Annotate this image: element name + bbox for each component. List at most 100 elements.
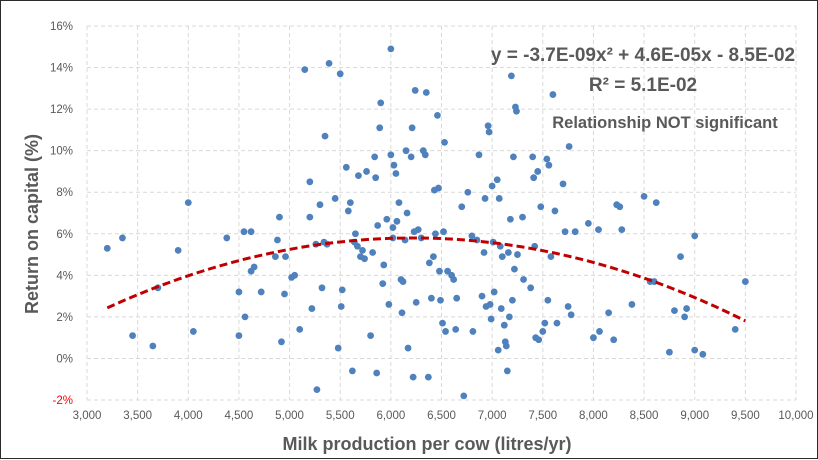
- data-point: [271, 253, 279, 261]
- data-point: [458, 203, 466, 211]
- data-point: [346, 199, 354, 207]
- data-point: [500, 321, 508, 329]
- data-point: [402, 147, 410, 155]
- data-point: [385, 301, 393, 308]
- data-point: [547, 253, 555, 261]
- data-point: [377, 99, 385, 107]
- data-point: [468, 232, 476, 240]
- data-point: [596, 328, 603, 335]
- x-tick-label: 6,000: [376, 410, 405, 422]
- y-tick-label: 10%: [50, 146, 73, 158]
- data-point: [435, 184, 442, 192]
- data-point: [677, 253, 684, 261]
- data-point: [409, 373, 417, 381]
- y-tick-label: -2%: [53, 395, 73, 407]
- x-tick-label: 5,000: [275, 410, 304, 422]
- data-point: [355, 172, 362, 180]
- data-point: [250, 263, 258, 271]
- data-point: [403, 209, 411, 217]
- data-point: [534, 168, 542, 175]
- data-point: [189, 328, 197, 335]
- data-point: [505, 313, 513, 321]
- data-point: [361, 255, 368, 263]
- data-point: [605, 309, 613, 317]
- x-axis-title: Milk production per cow (litres/yr): [282, 434, 571, 454]
- data-point: [640, 192, 648, 200]
- data-point: [741, 278, 749, 285]
- data-point: [437, 296, 444, 304]
- data-point: [174, 247, 182, 254]
- data-point: [559, 180, 567, 188]
- data-point: [683, 305, 691, 312]
- data-point: [344, 207, 352, 215]
- data-point: [425, 259, 433, 267]
- x-tick-label: 5,500: [326, 410, 355, 422]
- data-point: [278, 338, 285, 346]
- data-point: [464, 188, 472, 196]
- data-point: [480, 249, 488, 256]
- data-point: [545, 161, 553, 169]
- data-point: [374, 222, 382, 229]
- data-point: [628, 301, 636, 308]
- data-point: [354, 242, 361, 250]
- data-point: [487, 315, 495, 323]
- x-tick-label: 7,000: [478, 410, 507, 422]
- data-point: [507, 72, 515, 80]
- data-point: [334, 344, 342, 352]
- data-point: [681, 313, 688, 321]
- data-point: [149, 342, 157, 350]
- data-point: [439, 319, 446, 327]
- data-point: [337, 303, 345, 310]
- data-point: [348, 367, 356, 375]
- data-point: [422, 89, 430, 96]
- data-point: [691, 232, 699, 240]
- data-point: [359, 247, 366, 254]
- data-point: [316, 201, 324, 209]
- data-point: [424, 373, 432, 381]
- data-point: [519, 213, 526, 221]
- data-point: [497, 305, 505, 312]
- data-point: [481, 195, 489, 202]
- significance-note: Relationship NOT significant: [552, 114, 778, 132]
- data-point: [494, 346, 502, 354]
- data-point: [412, 298, 420, 306]
- y-tick-labels: -2% 0% 2% 4% 6% 8% 10% 12% 14% 16%: [50, 21, 73, 407]
- data-point: [509, 296, 516, 304]
- data-point: [257, 288, 265, 296]
- data-point: [495, 195, 503, 202]
- r-squared-label: R² = 5.1E-02: [589, 75, 697, 96]
- data-point: [475, 151, 483, 159]
- data-point: [434, 111, 441, 119]
- data-point: [392, 170, 400, 177]
- x-tick-label: 10,000: [778, 410, 813, 422]
- x-tick-label: 3,500: [123, 410, 152, 422]
- data-point: [484, 122, 492, 130]
- data-point: [442, 328, 449, 335]
- data-point: [342, 163, 350, 171]
- data-point: [529, 153, 537, 161]
- data-point: [308, 305, 316, 312]
- data-point: [331, 195, 339, 202]
- data-point: [301, 66, 309, 74]
- data-point: [469, 328, 477, 335]
- data-point: [371, 153, 379, 161]
- data-point: [321, 132, 329, 140]
- data-point: [411, 87, 419, 94]
- data-point: [436, 267, 443, 275]
- data-point: [441, 138, 448, 146]
- data-point: [539, 328, 547, 335]
- data-point: [527, 284, 535, 292]
- data-point: [429, 253, 437, 261]
- data-point: [247, 228, 255, 236]
- data-point: [618, 226, 626, 234]
- data-point: [504, 249, 512, 256]
- data-point: [414, 226, 422, 234]
- data-point: [506, 215, 514, 223]
- data-point: [488, 182, 496, 190]
- data-point: [296, 325, 304, 333]
- data-point: [398, 309, 406, 317]
- data-point: [318, 284, 326, 292]
- data-point: [276, 213, 283, 221]
- x-tick-label: 9,000: [680, 410, 709, 422]
